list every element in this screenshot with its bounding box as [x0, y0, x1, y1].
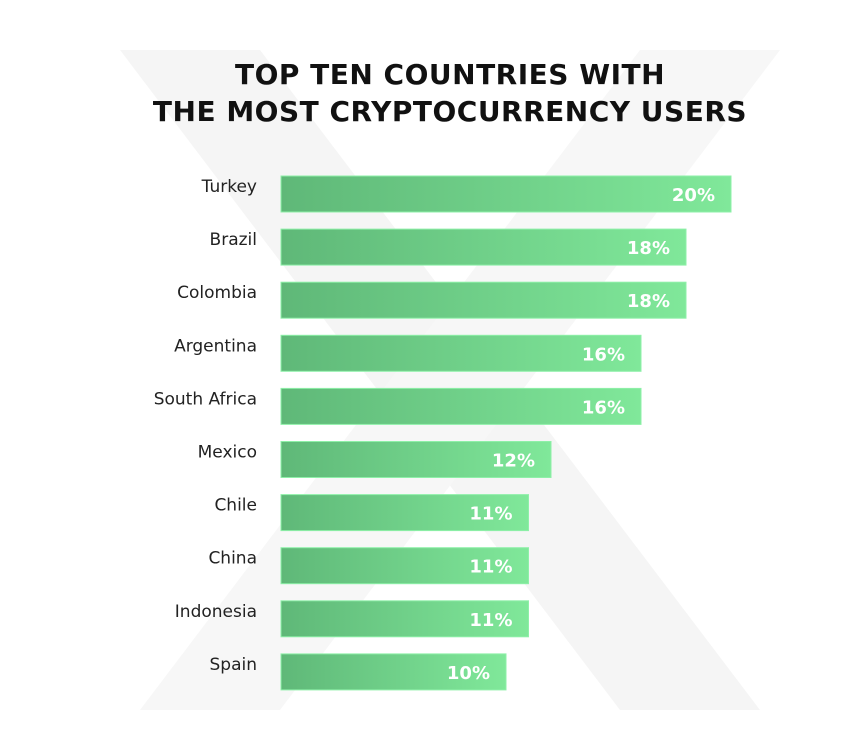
value-label: 16% [582, 344, 625, 365]
value-label: 18% [627, 291, 670, 312]
category-label: Indonesia [175, 602, 257, 622]
category-label: Spain [210, 655, 258, 675]
bar-chile [280, 494, 529, 532]
category-label: Chile [214, 496, 257, 516]
chart-title: TOP TEN COUNTRIES WITH THE MOST CRYPTOCU… [0, 56, 857, 130]
category-label: Argentina [174, 336, 257, 356]
value-label: 11% [469, 557, 512, 578]
value-label: 11% [469, 504, 512, 525]
bar-south-africa [280, 387, 642, 425]
bar-spain [280, 653, 507, 691]
bar-mexico [280, 441, 552, 478]
category-label: China [208, 549, 257, 569]
bar-argentina [280, 334, 642, 372]
category-label: Turkey [201, 177, 257, 197]
title-line-1: TOP TEN COUNTRIES WITH [234, 58, 666, 91]
value-label: 10% [447, 663, 490, 684]
value-label: 18% [627, 238, 670, 259]
title-line-2: THE MOST CRYPTOCURRENCY USERS [152, 95, 748, 128]
bar-brazil [280, 228, 687, 266]
value-label: 12% [492, 451, 535, 472]
bar-china [280, 547, 529, 585]
bar-colombia [280, 281, 687, 319]
value-label: 20% [672, 185, 715, 206]
category-label: Colombia [177, 283, 257, 303]
category-label: Mexico [198, 443, 257, 463]
bar-indonesia [280, 600, 529, 638]
value-label: 11% [469, 610, 512, 631]
category-label: South Africa [154, 389, 257, 409]
value-label: 16% [582, 397, 625, 418]
category-label: Brazil [210, 230, 257, 250]
bar-turkey [280, 175, 732, 213]
